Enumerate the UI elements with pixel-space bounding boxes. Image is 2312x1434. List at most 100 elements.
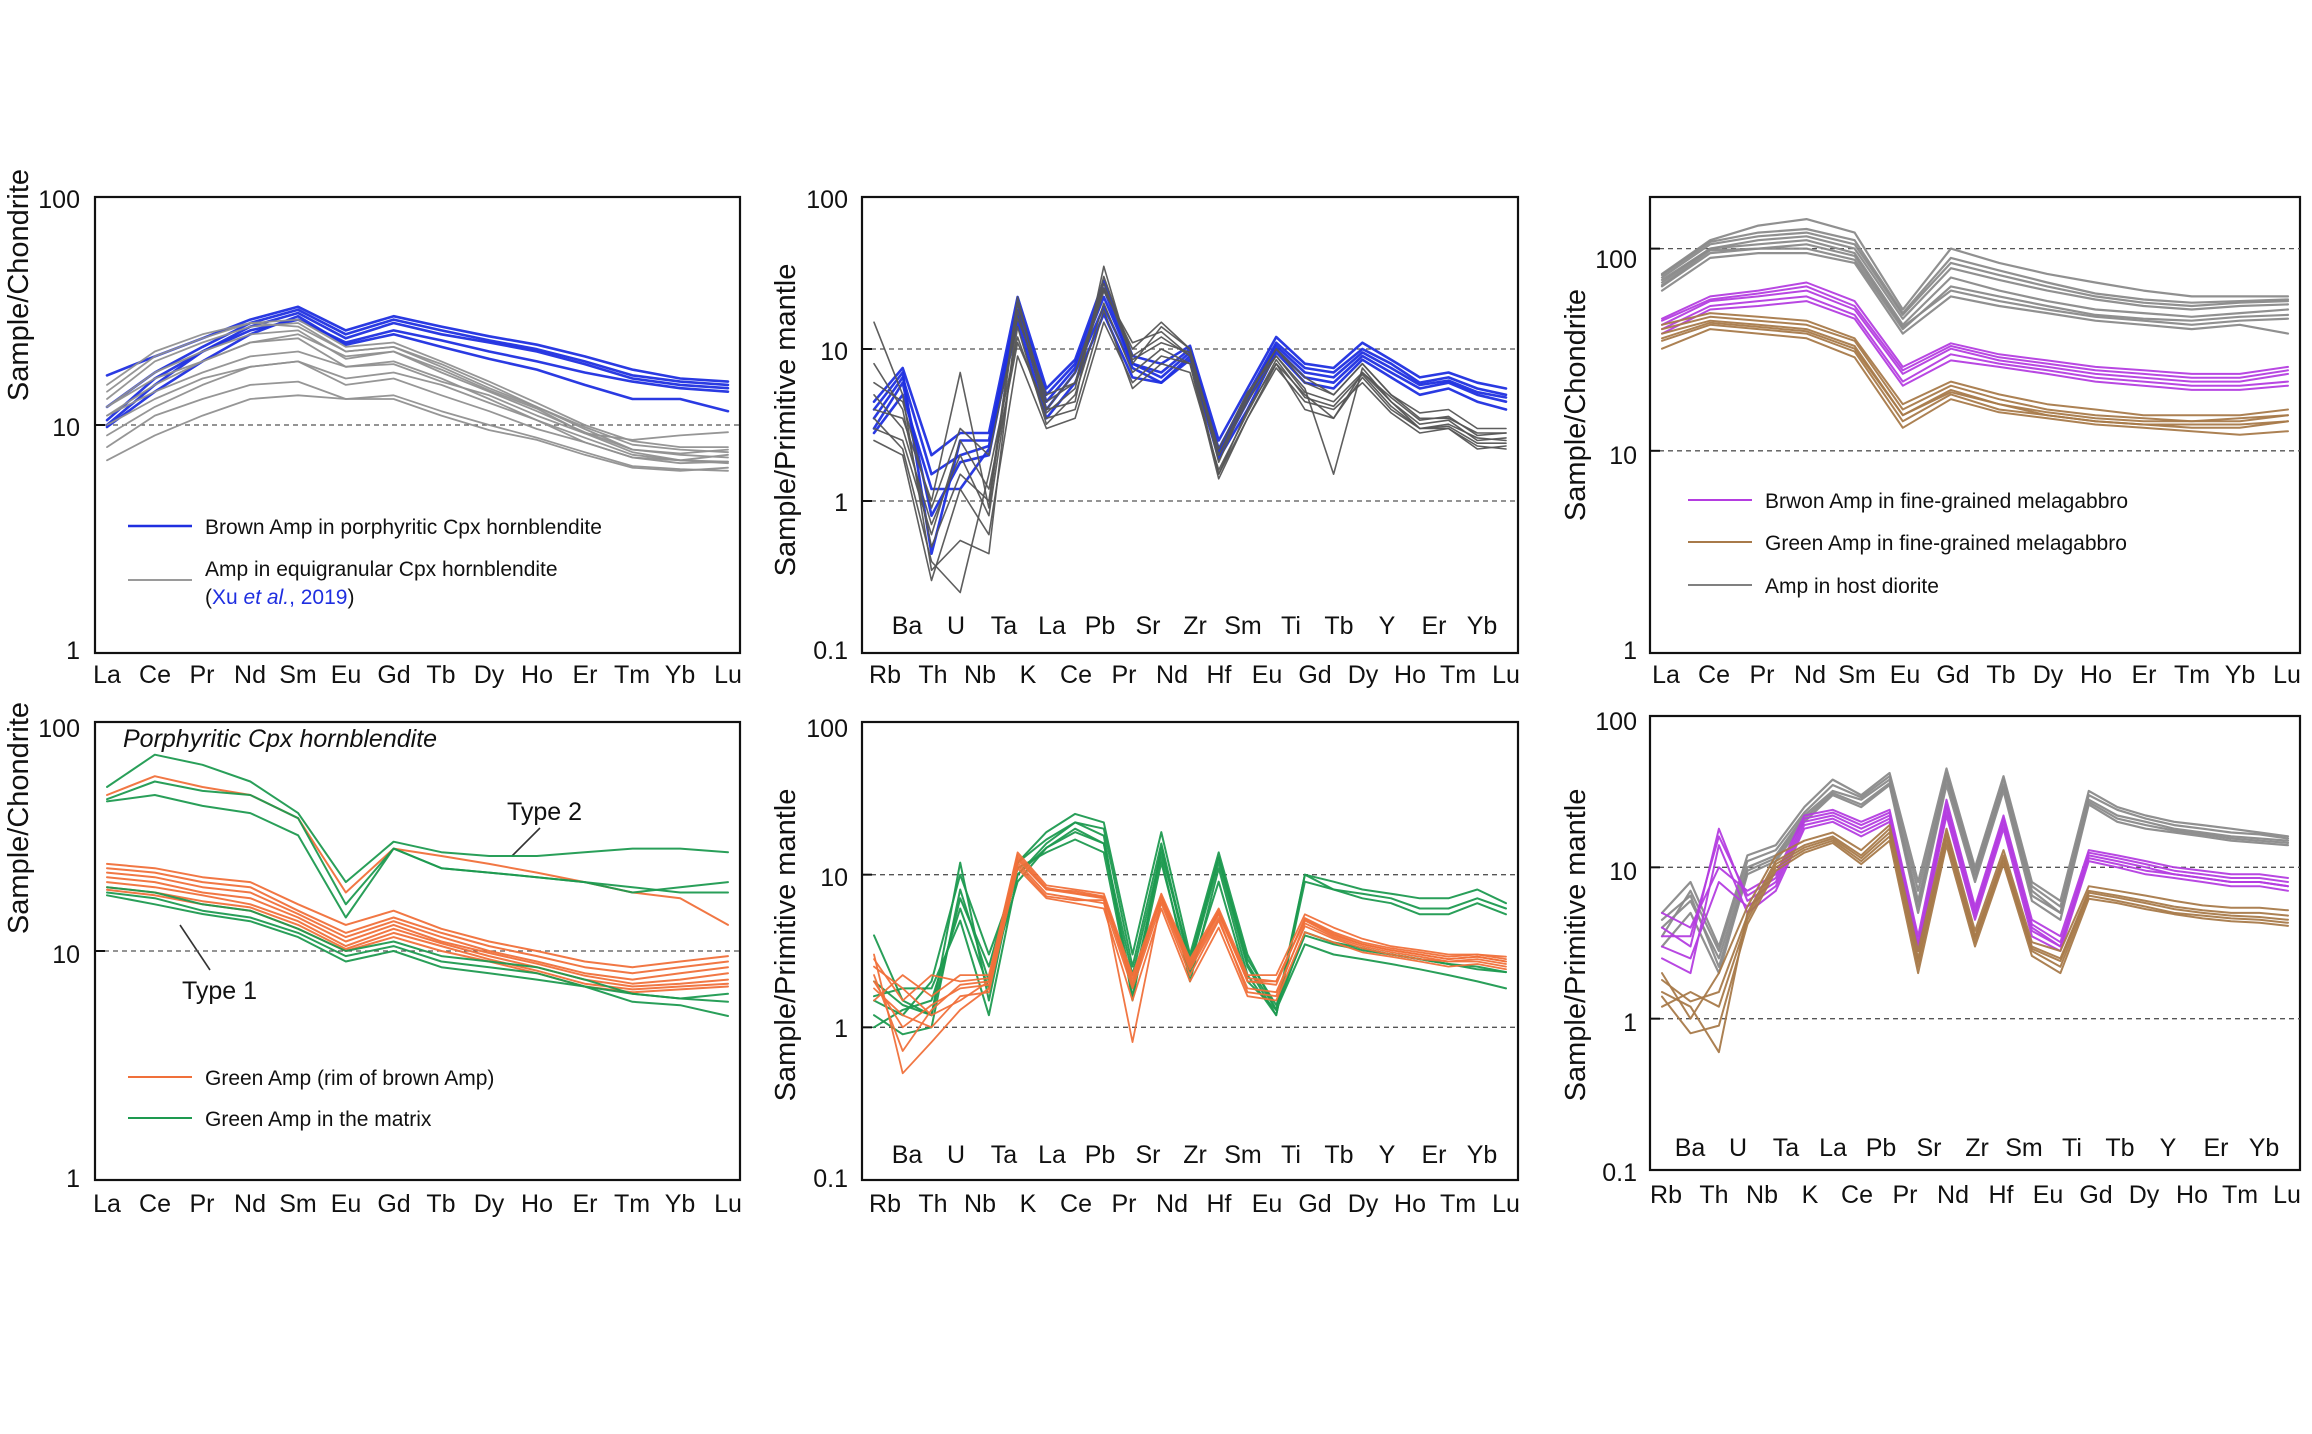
annotation-type-1-leader — [179, 924, 211, 971]
blabel-k: K — [1020, 661, 1037, 689]
xlabel-gd: Gd — [377, 1190, 410, 1218]
blabel-hf: Hf — [1989, 1181, 2014, 1209]
panel-e-plot — [860, 720, 1520, 1182]
blabel-ho: Ho — [1394, 1190, 1426, 1218]
blabel-k: K — [1020, 1190, 1037, 1218]
series-0-line-1 — [106, 867, 729, 975]
xlabel-dy: Dy — [2033, 661, 2064, 689]
annotation-type-2-leader — [511, 827, 541, 857]
ulabel-y: Y — [2160, 1134, 2177, 1162]
panel-f-ytick-100: 100 — [1595, 708, 1637, 736]
blabel-gd: Gd — [1298, 661, 1331, 689]
legend-label-green-amp-melagabbro: Green Amp in fine-grained melagabbro — [1765, 532, 2127, 555]
legend-label-brown-amp: Brown Amp in porphyritic Cpx hornblendit… — [205, 516, 602, 539]
series-1-line-3 — [1661, 811, 2289, 960]
series-0-line-3 — [873, 838, 1507, 1029]
blabel-tm: Tm — [2222, 1181, 2258, 1209]
series-1-line-5 — [106, 380, 729, 472]
blabel-hf: Hf — [1207, 1190, 1232, 1218]
series-0-line-4 — [106, 881, 729, 988]
blabel-eu: Eu — [1252, 661, 1283, 689]
ulabel-ta: Ta — [991, 612, 1018, 640]
ulabel-u: U — [947, 612, 965, 640]
ulabel-ti: Ti — [1281, 612, 1301, 640]
ulabel-sm: Sm — [2005, 1134, 2043, 1162]
series-0-line-7 — [106, 862, 729, 969]
series-1-line-2 — [1661, 295, 2289, 387]
annotation-type-1: Type 1 — [182, 977, 257, 1005]
series-2-line-2 — [1661, 824, 2289, 1020]
ulabel-yb: Yb — [2249, 1134, 2280, 1162]
xlabel-nd: Nd — [1794, 661, 1826, 689]
xlabel-er: Er — [2132, 661, 2157, 689]
series-2-line-2 — [1661, 323, 2289, 429]
ulabel-sm: Sm — [1224, 612, 1262, 640]
blabel-eu: Eu — [1252, 1190, 1283, 1218]
xlabel-er: Er — [573, 661, 598, 689]
citation-etal: et al. — [244, 586, 290, 609]
legend-citation: (Xu et al., 2019) — [205, 586, 354, 609]
blabel-lu: Lu — [2273, 1181, 2301, 1209]
xlabel-tb: Tb — [426, 1190, 455, 1218]
panel-b-plot — [860, 195, 1520, 655]
blabel-pr: Pr — [1112, 661, 1137, 689]
series-2-line-4 — [1661, 315, 2289, 423]
blabel-dy: Dy — [1348, 1190, 1379, 1218]
blabel-rb: Rb — [869, 661, 901, 689]
ulabel-yb: Yb — [1467, 612, 1498, 640]
ulabel-ta: Ta — [991, 1141, 1018, 1169]
series-0-line-5 — [1660, 252, 2290, 335]
xlabel-ho: Ho — [2080, 661, 2112, 689]
panel-e-upper-labels: Ba U Ta La Pb Sr Zr Sm Ti Tb Y Er Yb — [892, 1141, 1498, 1169]
blabel-k: K — [1802, 1181, 1819, 1209]
series-0-line-2 — [1660, 783, 2290, 975]
xlabel-eu: Eu — [331, 1190, 362, 1218]
series-0-line-4 — [105, 314, 730, 429]
panel-b-ytick-0-1: 0.1 — [813, 637, 848, 665]
series-0-line-0 — [873, 812, 1507, 1017]
panel-d-ytick-10: 10 — [52, 941, 80, 969]
ulabel-zr: Zr — [1183, 612, 1207, 640]
xlabel-tm: Tm — [2174, 661, 2210, 689]
series-1-line-2 — [873, 867, 1507, 1075]
series-1-line-4 — [1661, 285, 2289, 379]
blabel-ho: Ho — [2176, 1181, 2208, 1209]
ulabel-la: La — [1038, 612, 1066, 640]
xlabel-tm: Tm — [614, 661, 650, 689]
series-1-line-1 — [106, 322, 729, 454]
series-0-line-1 — [1660, 235, 2290, 320]
blabel-ce: Ce — [1060, 661, 1092, 689]
panel-b-upper-labels: Ba U Ta La Pb Sr Zr Sm Ti Tb Y Er Yb — [892, 612, 1498, 640]
ulabel-tb: Tb — [2105, 1134, 2134, 1162]
panel-d-xlabels: La Ce Pr Nd Sm Eu Gd Tb Dy Ho Er Tm Yb L… — [93, 1190, 742, 1218]
ulabel-y: Y — [1379, 1141, 1396, 1169]
series-0-line-6 — [1660, 243, 2290, 328]
xlabel-dy: Dy — [474, 1190, 505, 1218]
panel-d-ytick-100: 100 — [38, 715, 80, 743]
blabel-nb: Nb — [964, 1190, 996, 1218]
series-1-line-6 — [873, 282, 1507, 509]
citation-year: , 2019 — [289, 586, 347, 609]
series-2-line-5 — [1661, 321, 2289, 426]
legend-label-green-amp-matrix: Green Amp in the matrix — [205, 1108, 432, 1131]
xlabel-tm: Tm — [614, 1190, 650, 1218]
ulabel-u: U — [1729, 1134, 1747, 1162]
xlabel-gd: Gd — [1936, 661, 1969, 689]
panel-b-ytick-10: 10 — [820, 338, 848, 366]
xlabel-eu: Eu — [331, 661, 362, 689]
panel-c-ytick-1: 1 — [1623, 637, 1637, 665]
panel-e-ylabel: Sample/Primitive mantle — [770, 789, 802, 1102]
xlabel-tb: Tb — [1986, 661, 2015, 689]
series-1-line-6 — [873, 853, 1507, 1052]
series-1-line-1 — [1661, 814, 2289, 975]
blabel-gd: Gd — [2079, 1181, 2112, 1209]
series-0-line-3 — [872, 279, 1508, 457]
panel-d-title: Porphyritic Cpx hornblendite — [123, 725, 437, 753]
panel-c-ytick-100: 100 — [1595, 246, 1637, 274]
series-0-line-4 — [1660, 778, 2290, 968]
series-1-line-2 — [106, 794, 729, 919]
panel-f-ylabel: Sample/Primitive mantle — [1560, 789, 1592, 1102]
xlabel-yb: Yb — [665, 1190, 696, 1218]
ulabel-pb: Pb — [1085, 1141, 1116, 1169]
panel-f-upper-labels: Ba U Ta La Pb Sr Zr Sm Ti Tb Y Er Yb — [1675, 1134, 2280, 1162]
